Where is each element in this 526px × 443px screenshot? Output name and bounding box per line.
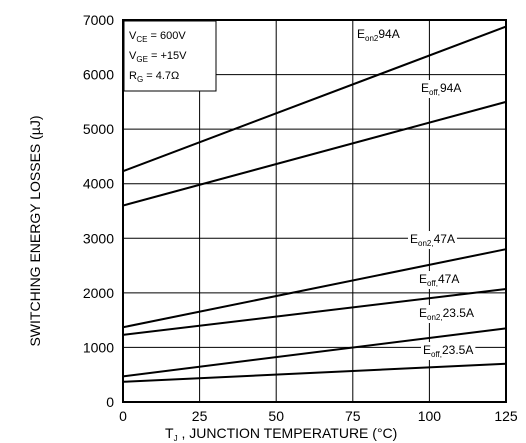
condition-line: RG = 4.7Ω <box>129 70 179 84</box>
condition-line: VCE = 600V <box>129 30 186 44</box>
series-label-bg <box>417 271 462 289</box>
y-tick-label: 6000 <box>83 67 114 83</box>
series-line <box>122 100 507 207</box>
series-label: Eoff,94A <box>421 81 461 97</box>
y-tick-label: 4000 <box>83 176 114 192</box>
series-label-bg <box>355 26 402 44</box>
x-tick-label: 100 <box>418 408 442 424</box>
y-tick-label: 3000 <box>83 230 114 246</box>
y-axis-label: SWITCHING ENERGY LOSSES (µJ) <box>27 115 43 346</box>
series-label-bg <box>408 231 457 249</box>
condition-line: VGE = +15V <box>129 50 187 64</box>
series-line <box>122 362 507 383</box>
series-line <box>122 25 507 173</box>
series-label: Eon294A <box>357 27 400 43</box>
series-label-bg <box>421 342 476 360</box>
conditions-box-frame <box>123 20 217 92</box>
series-line <box>122 248 507 329</box>
series-lines <box>122 25 507 383</box>
series-label-bg <box>417 305 476 323</box>
series-label: Eon2,23.5A <box>419 306 474 322</box>
x-tick-labels: 0 25 50 75 100 125 <box>119 408 518 424</box>
x-tick-label: 0 <box>119 408 127 424</box>
y-tick-label: 1000 <box>83 339 114 355</box>
y-tick-label: 2000 <box>83 285 114 301</box>
y-tick-labels: 0 1000 2000 3000 4000 5000 6000 7000 <box>83 12 114 410</box>
y-tick-label: 7000 <box>83 12 114 28</box>
series-label: Eon2,47A <box>410 232 455 248</box>
y-tick-label: 5000 <box>83 121 114 137</box>
series-label: Eoff,23.5A <box>423 343 473 359</box>
series-line <box>122 327 507 378</box>
x-tick-label: 50 <box>268 408 284 424</box>
x-tick-label: 25 <box>192 408 208 424</box>
plot-frame <box>122 19 507 403</box>
y-tick-label: 0 <box>106 394 114 410</box>
x-tick-label: 75 <box>345 408 361 424</box>
series-labels: Eon294A Eoff,94A Eon2,47A Eoff,47A Eon2,23.5… <box>355 26 476 360</box>
x-tick-label: 125 <box>494 408 518 424</box>
series-line <box>122 288 507 336</box>
series-label: Eoff,47A <box>419 272 459 288</box>
series-label-bg <box>419 80 464 98</box>
conditions-box: VCE = 600V VGE = +15V RG = 4.7Ω <box>123 20 217 92</box>
x-axis-label: TJ , JUNCTION TEMPERATURE (°C) <box>165 425 397 443</box>
